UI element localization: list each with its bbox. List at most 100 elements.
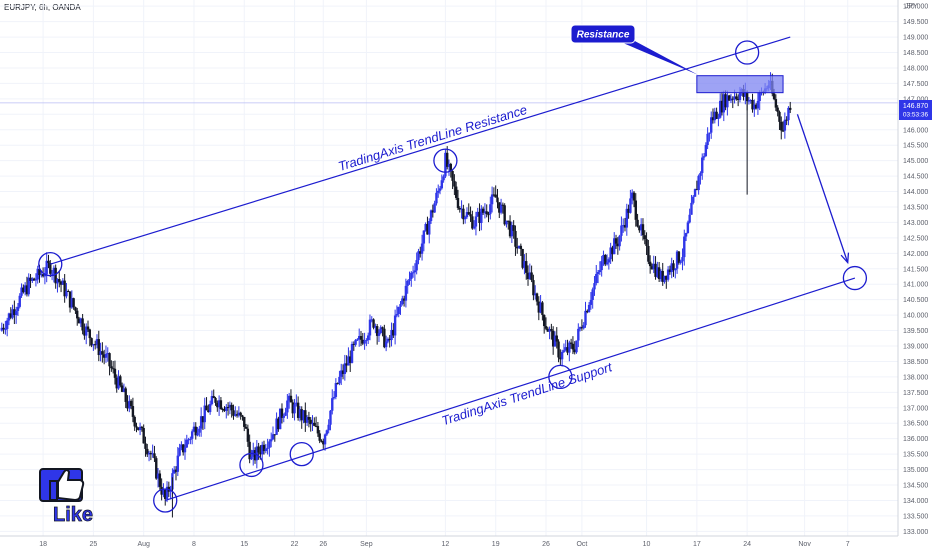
candle-body: [129, 400, 133, 407]
candle-body: [29, 277, 32, 281]
candle-body: [304, 410, 307, 423]
candle-body: [225, 406, 228, 411]
candle-body: [278, 408, 282, 430]
y-tick-label: 143.000: [903, 220, 928, 227]
candle-body: [192, 426, 196, 432]
candle-body: [217, 400, 221, 408]
touch-circle: [548, 364, 573, 390]
candle-body: [749, 99, 752, 101]
candle-body: [133, 416, 136, 427]
candle-body: [611, 247, 614, 255]
candle-body: [365, 340, 368, 342]
candle-body: [165, 486, 169, 500]
candle-body: [173, 469, 176, 474]
candle-body: [753, 104, 756, 110]
candle-body: [560, 351, 564, 360]
candle-body: [49, 263, 52, 274]
candle-body: [607, 259, 611, 263]
candle-body: [684, 233, 688, 237]
callout-pointer: [623, 39, 698, 75]
candle-body: [460, 208, 463, 210]
candle-body: [79, 318, 83, 324]
candle-body: [230, 404, 233, 411]
candle-body: [352, 343, 356, 345]
candle-body: [451, 170, 454, 181]
candle-body: [99, 351, 102, 356]
trendline: [165, 277, 856, 502]
candle-body: [74, 307, 77, 311]
candle-body: [677, 251, 681, 263]
x-tick-label: 15: [240, 541, 248, 548]
candle-body: [343, 363, 347, 374]
candle-body: [61, 280, 65, 285]
candle-body: [261, 444, 264, 455]
candle-body: [521, 248, 524, 268]
candle-body: [417, 251, 420, 261]
candle-body: [137, 427, 140, 430]
like-badge[interactable]: Like: [39, 468, 93, 526]
y-axis: 133.000 133.500 134.000 134.500 135.000 135.5…: [897, 0, 928, 536]
candle-body: [706, 133, 709, 146]
x-tick-label: 7: [846, 541, 850, 548]
candle-body: [320, 440, 323, 442]
candle-body: [609, 247, 612, 260]
candle-body: [280, 408, 284, 418]
candle-body: [693, 189, 697, 197]
candle-body: [744, 91, 747, 97]
candle-body: [444, 152, 447, 177]
candle-body: [675, 251, 679, 269]
candle-body: [23, 285, 27, 293]
candle-body: [266, 447, 269, 449]
candle-body: [162, 489, 165, 495]
candle-body: [45, 260, 48, 275]
projection-arrow-head: [840, 252, 850, 265]
candle-body: [584, 310, 587, 326]
y-tick-label: 136.000: [903, 436, 928, 443]
candle-body: [241, 415, 244, 417]
candle-body: [366, 335, 370, 341]
candle-body: [604, 255, 607, 265]
candle-body: [751, 99, 754, 110]
candle-body: [736, 98, 740, 100]
candle-body: [131, 406, 135, 417]
candle-body: [408, 278, 411, 281]
candle-body: [726, 95, 729, 108]
x-tick-label: 26: [319, 541, 327, 548]
candle-body: [431, 210, 435, 213]
candle-body: [63, 280, 66, 297]
candle-body: [354, 339, 357, 345]
candle-body: [569, 342, 573, 344]
candle-body: [325, 430, 329, 435]
y-tick-label: 142.000: [903, 251, 928, 258]
candle-body: [113, 368, 117, 378]
thumbs-up-icon: [57, 469, 85, 502]
x-tick-label: 19: [492, 541, 500, 548]
candle-body: [72, 298, 75, 308]
candle-body: [142, 428, 145, 444]
candle-body: [255, 446, 259, 461]
x-tick-label: 18: [39, 541, 47, 548]
candle-body: [208, 404, 212, 413]
candle-body: [232, 410, 235, 416]
candle-body: [546, 328, 549, 332]
candle-body: [77, 318, 81, 324]
candle-body: [426, 224, 429, 235]
candle-body: [264, 448, 268, 452]
x-tick-label: 24: [743, 541, 751, 548]
candle-body: [420, 243, 424, 254]
candle-body: [205, 405, 208, 411]
touch-circle: [239, 452, 264, 478]
candle-body: [345, 363, 348, 366]
candle-body: [747, 100, 751, 102]
candle-body: [58, 279, 61, 282]
candle-body: [643, 235, 646, 240]
candle-body: [289, 395, 293, 403]
candle-body: [34, 279, 38, 281]
candle-body: [311, 422, 314, 425]
candle-body: [528, 272, 532, 280]
candle-body: [381, 327, 384, 329]
candle-body: [674, 268, 677, 271]
x-tick-label: Aug: [137, 541, 150, 548]
candle-body: [429, 210, 433, 222]
